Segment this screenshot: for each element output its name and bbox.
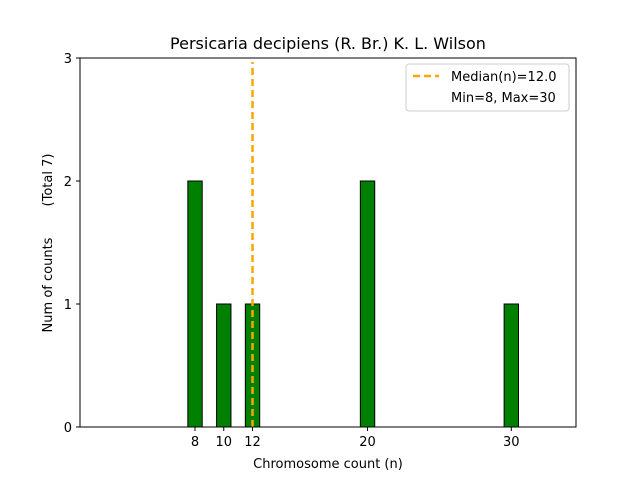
y-axis-total-label: (Total 7) xyxy=(41,154,56,207)
legend-median-label: Median(n)=12.0 xyxy=(451,70,557,85)
legend-box xyxy=(405,63,570,112)
x-axis-label: Chromosome count (n) xyxy=(253,457,403,472)
x-axis-ticks: 8 10 12 20 30 xyxy=(191,427,520,450)
y-tick-label-0: 0 xyxy=(64,421,72,436)
x-tick-label-30: 30 xyxy=(503,435,520,450)
y-tick-label-2: 2 xyxy=(64,175,72,190)
y-tick-label-1: 1 xyxy=(64,298,72,313)
x-tick-label-8: 8 xyxy=(191,435,199,450)
chart-title: Persicaria decipiens (R. Br.) K. L. Wils… xyxy=(170,34,486,53)
legend-minmax-label: Min=8, Max=30 xyxy=(451,91,556,106)
bar-8 xyxy=(187,180,203,428)
y-tick-label-3: 3 xyxy=(64,52,72,67)
y-axis-ticks: 0 1 2 3 xyxy=(64,52,80,436)
plot-frame xyxy=(79,57,577,428)
bars xyxy=(187,180,569,428)
bar-30 xyxy=(503,303,519,428)
y-axis-label: Num of counts xyxy=(41,237,56,332)
x-tick-label-12: 12 xyxy=(244,435,261,450)
bar-20 xyxy=(359,180,376,428)
x-tick-label-10: 10 xyxy=(215,435,232,450)
bar-10 xyxy=(216,303,232,428)
legend: Median(n)=12.0 Min=8, Max=30 xyxy=(405,63,570,112)
x-tick-label-20: 20 xyxy=(359,435,376,450)
